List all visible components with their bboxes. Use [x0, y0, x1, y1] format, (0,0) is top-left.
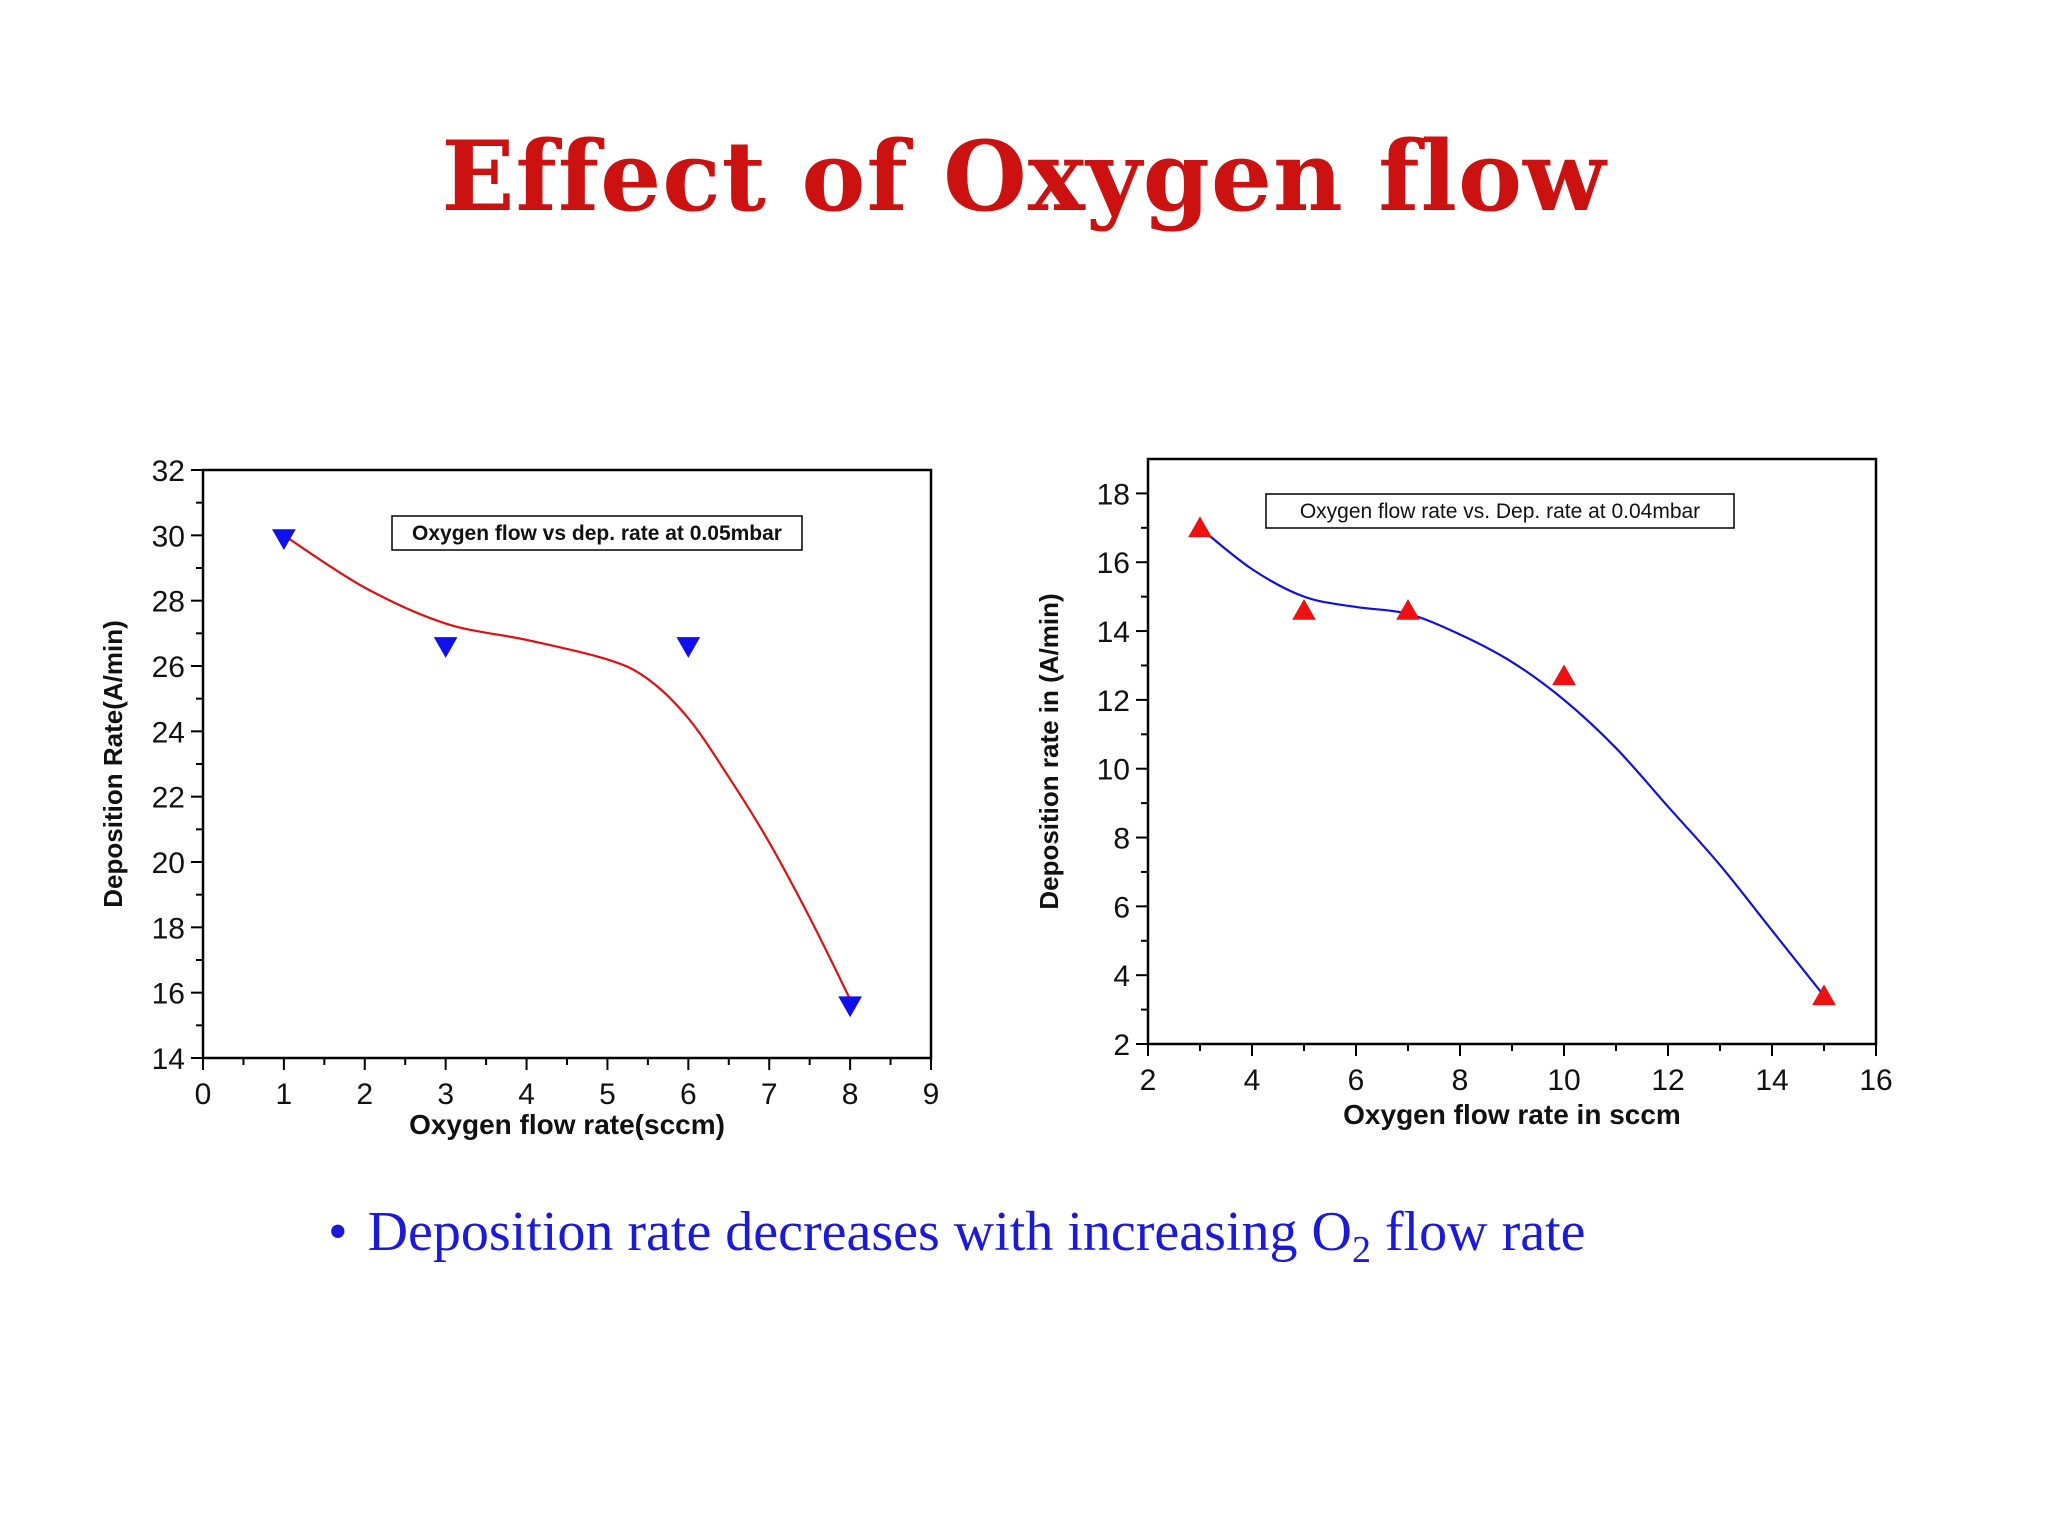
- y-axis-label: Deposition rate in (A/min): [1034, 593, 1064, 909]
- data-point: [272, 529, 296, 551]
- data-point: [1396, 598, 1420, 620]
- y-tick-label: 14: [1097, 616, 1130, 649]
- chart-title: Oxygen flow rate vs. Dep. rate at 0.04mb…: [1300, 500, 1700, 523]
- data-point: [676, 637, 701, 658]
- y-tick-label: 30: [152, 520, 185, 553]
- y-tick-label: 26: [152, 651, 185, 684]
- y-tick-label: 12: [1097, 685, 1130, 718]
- legend-box: [391, 515, 803, 551]
- page-title: Effect of Oxygen flow: [441, 120, 1607, 233]
- bullet-point: • Deposition rate decreases with increasi…: [328, 1200, 1586, 1272]
- y-tick-label: 14: [152, 1043, 185, 1076]
- x-tick-label: 4: [1244, 1064, 1261, 1097]
- x-tick-label: 3: [437, 1078, 454, 1111]
- x-tick-label: 14: [1755, 1064, 1788, 1097]
- data-point: [1292, 598, 1316, 620]
- plot-frame: [201, 468, 933, 1060]
- x-tick-label: 10: [1547, 1064, 1580, 1097]
- fit-curve: [283, 534, 852, 1000]
- data-point: [1188, 516, 1212, 538]
- y-tick-label: 24: [152, 716, 185, 749]
- y-tick-label: 18: [1097, 478, 1130, 511]
- x-axis-label: Oxygen flow rate(sccm): [409, 1109, 725, 1140]
- chart-title: Oxygen flow vs dep. rate at 0.05mbar: [412, 522, 782, 545]
- y-tick-label: 8: [1113, 823, 1130, 856]
- data-point: [1552, 664, 1576, 686]
- x-tick-label: 2: [1140, 1064, 1157, 1097]
- x-tick-label: 4: [518, 1078, 535, 1111]
- fit-curve: [1199, 526, 1825, 997]
- bullet-marker: •: [328, 1201, 348, 1263]
- y-tick-label: 28: [152, 586, 185, 619]
- bullet-text-before: Deposition rate decreases with increasin…: [367, 1201, 1352, 1263]
- x-tick-label: 1: [276, 1078, 293, 1111]
- x-tick-label: 7: [761, 1078, 778, 1111]
- chart-1: 0 1 2 3 4 5 6 7 8 9 14 16 18 20 22 24 26 28 30 32 Oxygen flo…: [98, 455, 939, 1140]
- x-tick-label: 5: [599, 1078, 616, 1111]
- y-tick-label: 10: [1097, 754, 1130, 787]
- chart-2: 2 4 6 8 10 12 14 16 2 4 6 8 10 12 14 16 18 Oxygen flow ra…: [1034, 457, 1893, 1130]
- y-tick-label: 2: [1113, 1029, 1130, 1062]
- y-tick-label: 18: [152, 912, 185, 945]
- x-axis-label: Oxygen flow rate in sccm: [1343, 1099, 1681, 1130]
- y-tick-label: 16: [1097, 547, 1130, 580]
- x-tick-label: 9: [923, 1078, 940, 1111]
- x-tick-label: 8: [842, 1078, 859, 1111]
- data-point: [838, 996, 862, 1018]
- x-tick-label: 2: [356, 1078, 373, 1111]
- x-tick-label: 6: [1348, 1064, 1365, 1097]
- legend-box: [1265, 493, 1735, 529]
- y-tick-label: 6: [1113, 891, 1130, 924]
- y-tick-label: 20: [152, 847, 185, 880]
- x-tick-label: 12: [1651, 1064, 1684, 1097]
- bullet-subscript: 2: [1351, 1229, 1371, 1271]
- x-tick-label: 8: [1452, 1064, 1469, 1097]
- y-tick-label: 22: [152, 782, 185, 815]
- plot-frame: [1146, 457, 1878, 1046]
- y-tick-label: 16: [152, 978, 185, 1011]
- data-point: [433, 637, 458, 658]
- data-point: [1812, 984, 1836, 1006]
- x-tick-label: 16: [1859, 1064, 1892, 1097]
- y-axis-label: Deposition Rate(A/min): [98, 620, 128, 907]
- y-tick-label: 4: [1113, 960, 1130, 993]
- x-tick-label: 0: [195, 1078, 212, 1111]
- x-tick-label: 6: [680, 1078, 697, 1111]
- bullet-text-after: flow rate: [1370, 1201, 1586, 1263]
- y-tick-label: 32: [152, 455, 185, 488]
